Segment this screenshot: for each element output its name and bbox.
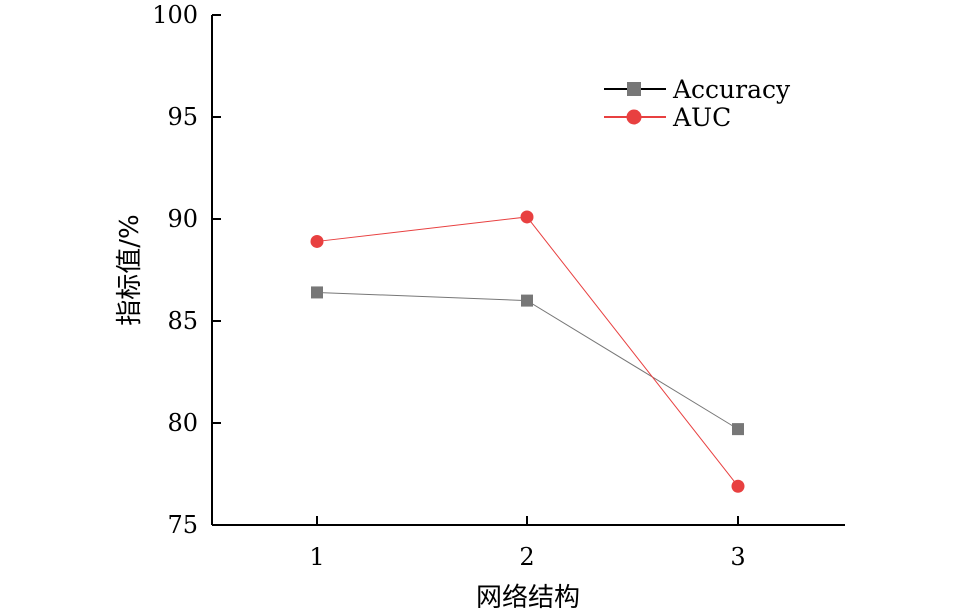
data-point-square (732, 423, 744, 436)
legend-marker-square (627, 82, 641, 96)
legend-item-auc: AUC (604, 103, 731, 132)
y-tick-label: 85 (167, 307, 198, 335)
series-accuracy (311, 286, 744, 436)
x-tick-label: 1 (309, 543, 324, 571)
legend-item-accuracy: Accuracy (604, 75, 791, 104)
legend-marker-circle (626, 109, 642, 125)
legend-label: AUC (672, 103, 731, 132)
x-axis-title: 网络结构 (476, 583, 580, 613)
legend-label: Accuracy (672, 75, 791, 104)
y-ticks: 75 80 85 90 95 100 (152, 1, 221, 539)
data-point-square (311, 286, 323, 299)
x-ticks: 1 2 3 (309, 516, 746, 571)
y-tick-label: 75 (167, 511, 198, 539)
y-tick-label: 95 (167, 103, 198, 131)
y-tick-label: 90 (167, 205, 198, 233)
series-line (316, 291, 739, 430)
series-layer (310, 210, 745, 493)
series-auc (310, 210, 745, 493)
y-axis-title: 指标值/% (115, 214, 145, 325)
data-point-circle (731, 479, 745, 493)
x-tick-label: 2 (519, 543, 534, 571)
y-tick-label: 100 (152, 1, 198, 29)
y-tick-label: 80 (167, 409, 198, 437)
data-point-square (521, 294, 533, 307)
data-point-circle (520, 210, 534, 224)
data-point-circle (310, 234, 324, 248)
series-line (316, 216, 739, 487)
x-tick-label: 3 (730, 543, 745, 571)
